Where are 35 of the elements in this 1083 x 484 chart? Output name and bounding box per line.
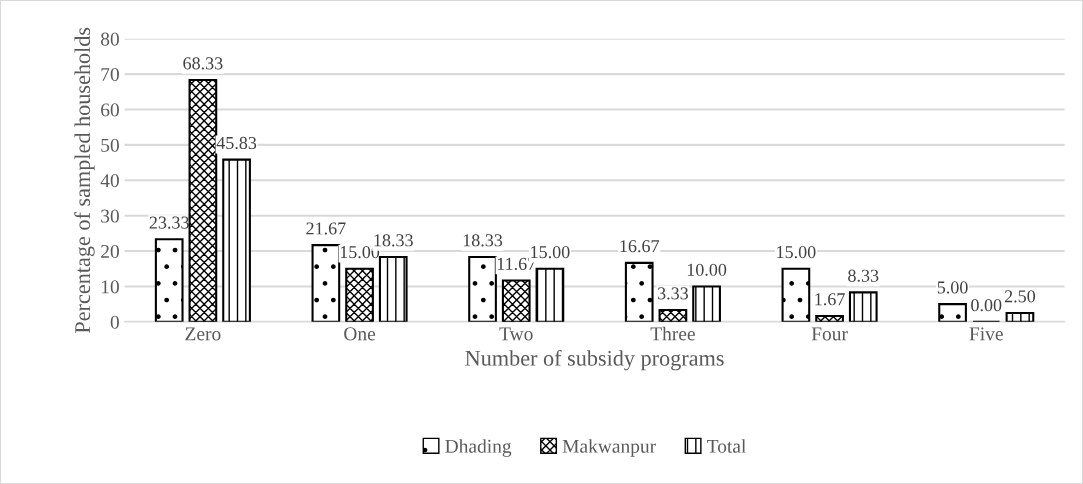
y-tick-label: 30 — [101, 209, 119, 223]
data-label: 1.67 — [815, 293, 845, 306]
legend-label: Dhading — [445, 439, 512, 457]
data-label: 15.00 — [531, 245, 570, 259]
x-tick-label: One — [344, 327, 376, 341]
data-label: 18.33 — [374, 234, 413, 247]
x-tick-label: Five — [969, 327, 1003, 341]
y-tick-label: 80 — [100, 32, 119, 46]
data-label: 2.50 — [1004, 290, 1036, 303]
data-label: 18.33 — [463, 234, 503, 247]
x-axis-title: Number of subsidy programs — [465, 349, 724, 371]
x-tick-label: Three — [650, 326, 695, 341]
y-tick-label: 10 — [101, 280, 119, 294]
x-tick-label: Two — [499, 327, 533, 341]
data-label: 15.00 — [777, 245, 816, 259]
data-label: 0.00 — [971, 299, 1002, 312]
y-axis-title: Percentage of sampled households — [74, 27, 95, 334]
data-label: 3.33 — [657, 287, 688, 300]
legend-label: Total — [707, 439, 746, 453]
x-tick-label: Four — [811, 327, 848, 341]
data-label: 21.67 — [306, 222, 346, 235]
x-tick-label: Zero — [185, 327, 221, 341]
data-label: 10.00 — [687, 263, 727, 276]
y-tick-label: 20 — [101, 244, 119, 259]
y-tick-label: 60 — [101, 103, 119, 117]
data-label: 68.33 — [183, 57, 223, 70]
legend-label: Makwanpur — [562, 439, 656, 457]
data-label: 16.67 — [620, 240, 660, 253]
y-tick-label: 0 — [110, 315, 119, 329]
data-label: 5.00 — [937, 281, 968, 294]
y-tick-label: 50 — [101, 138, 119, 152]
y-tick-label: 70 — [101, 67, 119, 82]
data-label: 45.83 — [216, 136, 257, 150]
y-tick-label: 40 — [100, 174, 119, 188]
data-label: 8.33 — [848, 269, 879, 282]
